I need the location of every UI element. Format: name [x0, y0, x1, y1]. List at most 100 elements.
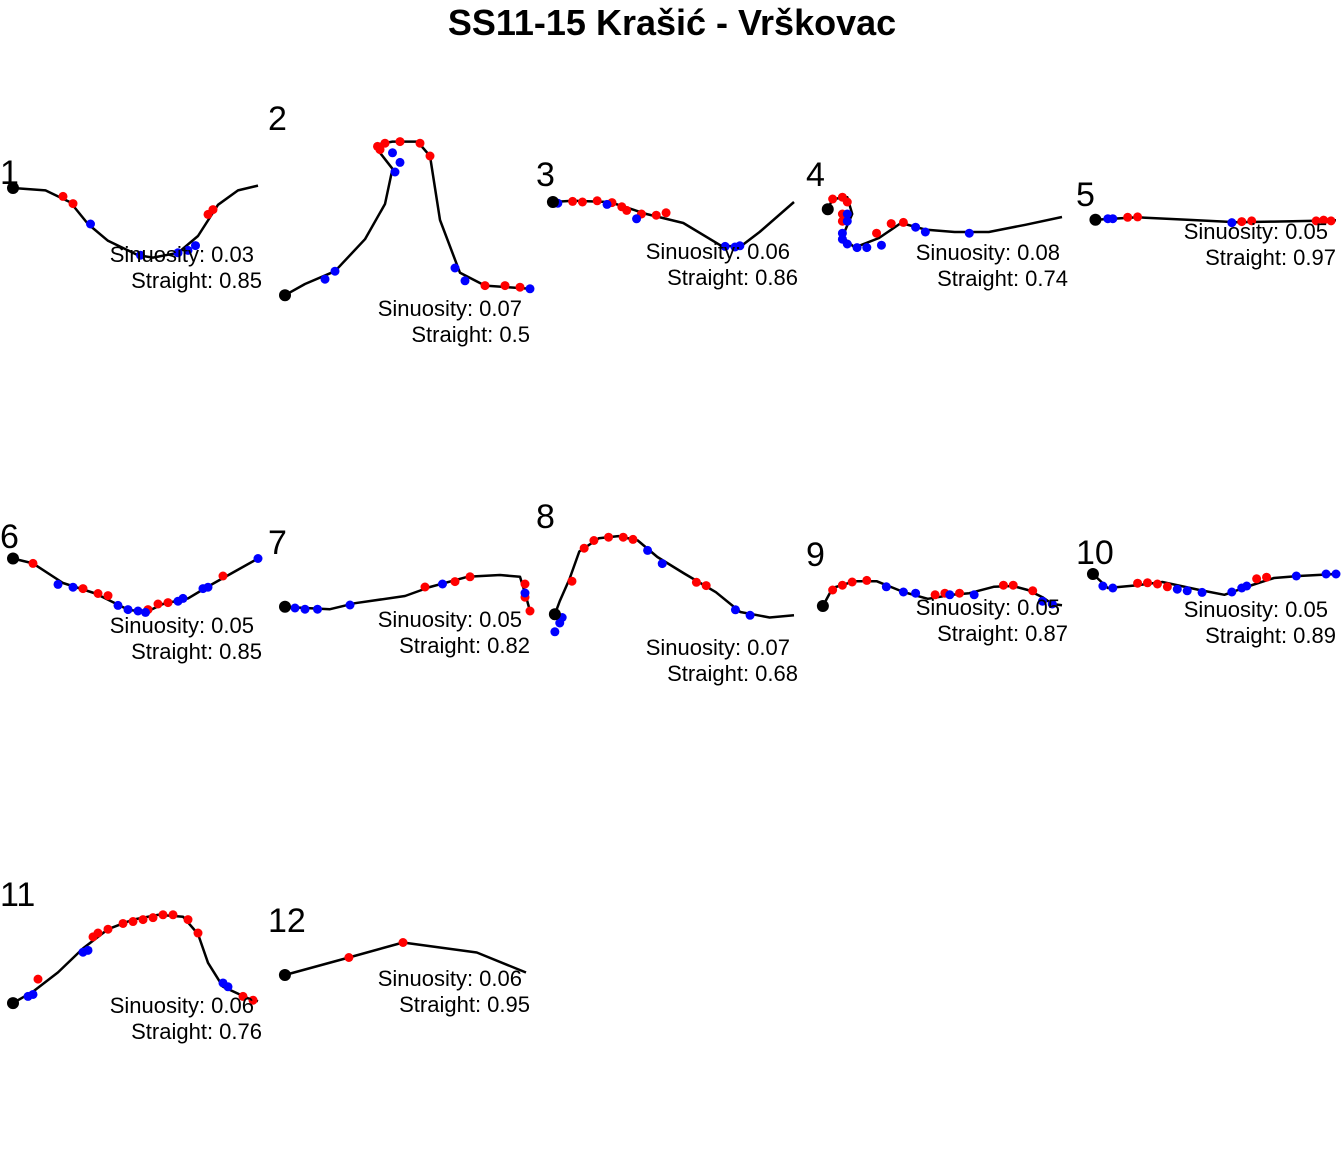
- blue-point: [520, 588, 530, 598]
- blue-point: [745, 610, 755, 620]
- red-point: [68, 199, 78, 209]
- red-point: [828, 194, 838, 204]
- straight-label: Straight: 0.68: [667, 661, 798, 686]
- start-point: [548, 608, 561, 621]
- stage-number: 5: [1076, 176, 1095, 214]
- red-point: [480, 281, 490, 291]
- red-point: [618, 532, 628, 542]
- blue-point: [86, 219, 95, 229]
- straight-label: Straight: 0.76: [131, 1019, 262, 1044]
- stage-path-line: [284, 573, 532, 612]
- red-point: [515, 282, 525, 292]
- red-point: [420, 582, 430, 592]
- red-point: [1028, 586, 1038, 596]
- straight-label: Straight: 0.95: [399, 992, 530, 1017]
- red-point: [589, 536, 599, 545]
- blue-point: [223, 982, 233, 992]
- start-point: [1086, 568, 1099, 580]
- red-point: [828, 585, 838, 595]
- start-point: [278, 969, 291, 981]
- blue-point: [191, 241, 200, 251]
- red-point: [398, 938, 408, 947]
- red-point: [1008, 580, 1018, 590]
- blue-point: [388, 148, 397, 158]
- stage-number: 8: [536, 498, 555, 536]
- blue-point: [720, 241, 730, 251]
- red-point: [93, 928, 103, 938]
- stage-number: 10: [1076, 534, 1114, 572]
- blue-point: [203, 582, 213, 592]
- straight-label: Straight: 0.89: [1205, 623, 1336, 648]
- red-point: [1143, 578, 1153, 588]
- red-point: [344, 953, 354, 962]
- blue-point: [1227, 218, 1237, 228]
- red-point: [525, 606, 535, 616]
- blue-point: [290, 603, 300, 613]
- blue-point: [390, 167, 400, 177]
- start-point: [7, 182, 19, 194]
- stage-number: 4: [806, 156, 825, 194]
- red-point: [1162, 582, 1172, 592]
- blue-point: [911, 222, 921, 232]
- blue-point: [842, 209, 852, 219]
- red-point: [193, 928, 203, 938]
- chart-title: SS11-15 Krašić - Vrškovac: [447, 2, 897, 43]
- sinuosity-label: Sinuosity: 0.07: [378, 296, 522, 321]
- red-point: [592, 196, 602, 206]
- stage-number: 9: [806, 536, 825, 574]
- red-point: [58, 191, 68, 201]
- stage-number: 3: [536, 156, 555, 194]
- red-point: [1123, 212, 1133, 222]
- start-point: [7, 552, 19, 565]
- blue-point: [330, 266, 340, 276]
- blue-point: [28, 989, 38, 999]
- start-point: [279, 289, 291, 302]
- blue-point: [183, 245, 193, 255]
- red-point: [622, 205, 632, 215]
- start-point: [279, 600, 291, 613]
- blue-point: [852, 243, 862, 253]
- blue-point: [133, 606, 143, 616]
- red-point: [898, 217, 908, 227]
- red-point: [520, 579, 530, 589]
- blue-point: [123, 605, 133, 615]
- red-point: [380, 138, 390, 148]
- blue-point: [460, 276, 470, 286]
- sinuosity-label: Sinuosity: 0.03: [110, 242, 254, 267]
- red-point: [78, 584, 88, 594]
- blue-point: [450, 263, 460, 273]
- red-point: [203, 209, 213, 219]
- blue-point: [253, 554, 263, 563]
- red-point: [1319, 215, 1329, 225]
- blue-point: [395, 157, 405, 167]
- blue-point: [862, 243, 872, 253]
- red-point: [103, 924, 113, 934]
- stage-path-line: [1092, 572, 1337, 597]
- stage-path-line: [826, 195, 1063, 249]
- blue-point: [945, 590, 955, 600]
- blue-point: [1291, 571, 1301, 581]
- stage-path-line: [553, 534, 795, 619]
- blue-point: [730, 605, 740, 615]
- red-point: [568, 196, 578, 206]
- red-point: [930, 590, 940, 600]
- blue-point: [300, 604, 310, 614]
- blue-point: [1227, 587, 1237, 597]
- straight-label: Straight: 0.82: [399, 633, 530, 658]
- red-point: [28, 558, 38, 568]
- red-point: [1152, 579, 1162, 589]
- red-point: [872, 228, 882, 238]
- start-point: [1089, 213, 1102, 226]
- blue-point: [898, 587, 908, 597]
- red-point: [238, 991, 248, 1001]
- stage-path-line: [284, 140, 531, 297]
- red-point: [1247, 216, 1257, 226]
- sinuosity-label: Sinuosity: 0.06: [110, 993, 254, 1018]
